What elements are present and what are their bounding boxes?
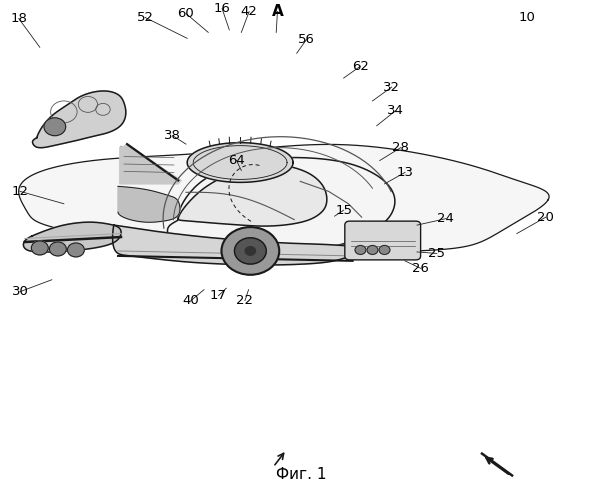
Circle shape xyxy=(68,243,84,257)
Polygon shape xyxy=(178,165,327,226)
Polygon shape xyxy=(24,222,121,252)
Text: 12: 12 xyxy=(11,185,28,198)
Polygon shape xyxy=(19,144,549,263)
Text: 13: 13 xyxy=(397,166,414,179)
Circle shape xyxy=(31,241,48,255)
Text: 16: 16 xyxy=(213,2,230,15)
Circle shape xyxy=(235,238,267,264)
Text: 28: 28 xyxy=(393,141,409,154)
Circle shape xyxy=(44,118,66,136)
Text: 15: 15 xyxy=(335,204,352,216)
Text: 64: 64 xyxy=(228,154,245,167)
Polygon shape xyxy=(33,91,126,148)
Text: 24: 24 xyxy=(437,212,454,225)
Circle shape xyxy=(367,246,378,254)
Text: 38: 38 xyxy=(165,129,181,142)
Text: 62: 62 xyxy=(352,60,369,72)
Text: 22: 22 xyxy=(236,294,253,307)
Circle shape xyxy=(245,246,256,255)
Text: 10: 10 xyxy=(518,11,535,24)
Text: 20: 20 xyxy=(537,210,554,224)
Polygon shape xyxy=(118,186,180,222)
FancyBboxPatch shape xyxy=(345,221,421,260)
Text: 60: 60 xyxy=(178,7,194,20)
Text: Фиг. 1: Фиг. 1 xyxy=(276,467,327,482)
Text: 17: 17 xyxy=(210,289,227,302)
Text: A: A xyxy=(271,4,283,19)
Text: 25: 25 xyxy=(428,247,446,260)
Text: 32: 32 xyxy=(384,80,400,94)
Circle shape xyxy=(221,227,279,275)
Text: 18: 18 xyxy=(10,12,27,25)
Polygon shape xyxy=(168,158,395,253)
Circle shape xyxy=(379,246,390,254)
Polygon shape xyxy=(120,146,181,184)
Text: 40: 40 xyxy=(183,294,199,307)
Circle shape xyxy=(49,242,66,256)
Text: 42: 42 xyxy=(241,5,257,18)
Circle shape xyxy=(355,246,366,254)
Text: 30: 30 xyxy=(11,285,28,298)
Polygon shape xyxy=(113,225,357,265)
Text: 56: 56 xyxy=(298,34,315,46)
Text: 52: 52 xyxy=(137,11,154,24)
Polygon shape xyxy=(187,142,293,182)
Text: 34: 34 xyxy=(387,104,404,118)
Text: 26: 26 xyxy=(412,262,429,275)
